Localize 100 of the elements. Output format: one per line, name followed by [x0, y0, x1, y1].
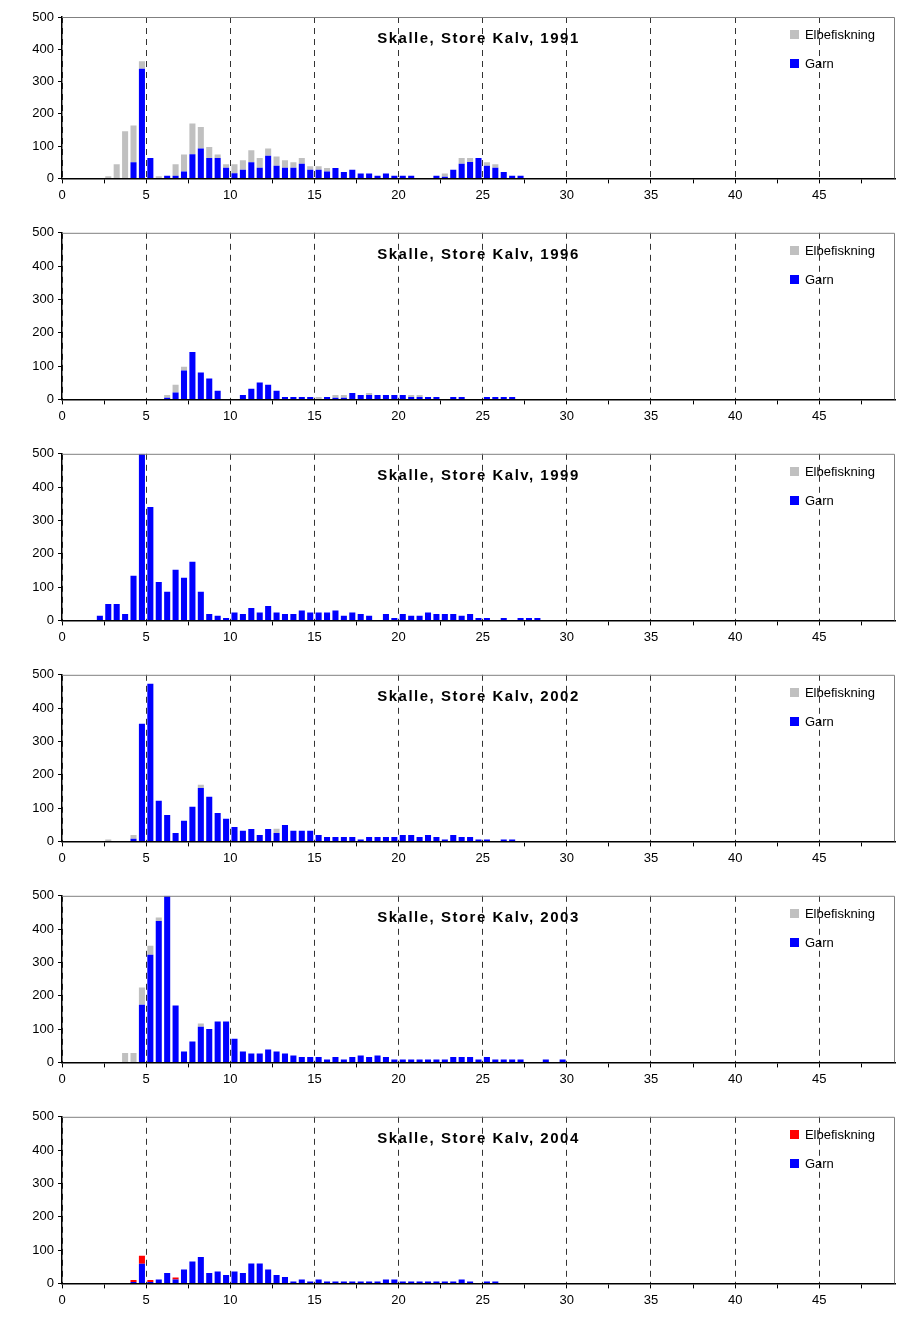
bar: [256, 612, 263, 620]
y-tick-label: 200: [32, 105, 54, 121]
bar: [265, 148, 272, 156]
bar: [239, 614, 246, 620]
bar: [189, 123, 196, 155]
bar: [138, 1255, 145, 1264]
bar: [517, 175, 524, 178]
x-tick-label: 25: [475, 1291, 490, 1307]
text: Skalle, Store Kalv, 2003: [377, 907, 580, 925]
x-tick-label: 35: [643, 186, 659, 202]
bar: [164, 815, 171, 841]
legend-label: Elbefiskning: [804, 242, 875, 258]
bar: [290, 614, 297, 620]
bar: [172, 833, 179, 841]
x-tick-label: 40: [727, 1291, 743, 1307]
bar: [239, 1273, 246, 1283]
y-tick-label: 200: [32, 766, 54, 782]
legend-label: Garn: [804, 271, 834, 287]
bar: [340, 1059, 347, 1062]
bar: [206, 614, 213, 620]
x-tick-label: 30: [559, 628, 575, 644]
legend-label: Garn: [804, 713, 834, 729]
y-tick-label: 0: [46, 832, 54, 848]
bar: [391, 1279, 398, 1283]
bar: [433, 175, 440, 178]
x-tick-label: 5: [142, 849, 150, 865]
bar: [475, 1059, 482, 1062]
text: Skalle, Store Kalv, 1999: [377, 465, 580, 483]
bar: [517, 1059, 524, 1062]
bar: [155, 921, 162, 1062]
x-tick-label: 25: [475, 1070, 490, 1086]
bar: [382, 395, 389, 399]
bar: [281, 825, 288, 841]
bar: [298, 1279, 305, 1283]
bar: [113, 604, 120, 620]
y-tick-label: 0: [46, 1053, 54, 1069]
bar: [315, 835, 322, 841]
bar: [214, 158, 221, 178]
bar: [332, 610, 339, 620]
x-tick-label: 30: [559, 1291, 575, 1307]
bar: [273, 833, 280, 841]
bar: [349, 612, 356, 620]
legend-label: Garn: [804, 56, 834, 71]
y-tick-label: 300: [32, 73, 54, 89]
bar: [206, 1029, 213, 1062]
x-tick-label: 35: [643, 849, 659, 865]
bar: [399, 614, 406, 620]
bar: [366, 615, 373, 620]
bar: [164, 175, 171, 178]
bar: [197, 1026, 204, 1062]
bar: [197, 1023, 204, 1027]
x-tick-label: 5: [142, 186, 150, 202]
y-tick-label: 0: [46, 390, 54, 406]
bar: [122, 614, 129, 620]
x-tick-label: 20: [391, 186, 406, 202]
bar: [138, 453, 145, 620]
bar: [265, 384, 272, 399]
bar: [256, 1263, 263, 1283]
bar: [492, 164, 499, 168]
x-tick-label: 20: [391, 407, 406, 423]
bar: [180, 171, 188, 178]
bar: [349, 837, 356, 841]
bar: [180, 154, 188, 172]
x-tick-label: 45: [812, 407, 827, 423]
bar: [450, 835, 457, 841]
bar: [382, 173, 389, 178]
bar: [450, 1057, 457, 1062]
legend-label: Garn: [804, 1155, 834, 1171]
bar: [340, 171, 347, 178]
bar: [483, 165, 490, 178]
bar: [399, 175, 406, 178]
y-tick-label: 200: [32, 1208, 54, 1224]
bar: [180, 1051, 188, 1062]
x-tick-label: 15: [307, 849, 322, 865]
text: Skalle, Store Kalv, 1991: [377, 29, 580, 46]
bar: [239, 169, 246, 178]
bar: [458, 1057, 465, 1062]
bar: [231, 1038, 238, 1062]
bar: [281, 1053, 288, 1062]
bar: [122, 131, 129, 178]
bar: [197, 372, 204, 399]
y-tick-label: 100: [32, 578, 54, 594]
bar: [138, 987, 145, 1005]
x-tick-label: 10: [223, 1070, 238, 1086]
x-tick-label: 35: [643, 1070, 659, 1086]
bar: [256, 382, 263, 399]
x-tick-label: 10: [223, 407, 238, 423]
x-tick-label: 5: [142, 1291, 150, 1307]
bar: [248, 162, 255, 178]
bar: [424, 835, 432, 841]
bar: [424, 1059, 432, 1062]
bar: [433, 614, 440, 620]
bar: [366, 173, 373, 178]
bar: [290, 1055, 297, 1062]
legend-label: Elbefiskning: [804, 905, 875, 921]
legend-label: Elbefiskning: [804, 27, 875, 42]
bar: [509, 175, 516, 178]
bar: [366, 837, 373, 841]
bar: [458, 1279, 465, 1283]
x-tick-label: 25: [475, 849, 490, 865]
